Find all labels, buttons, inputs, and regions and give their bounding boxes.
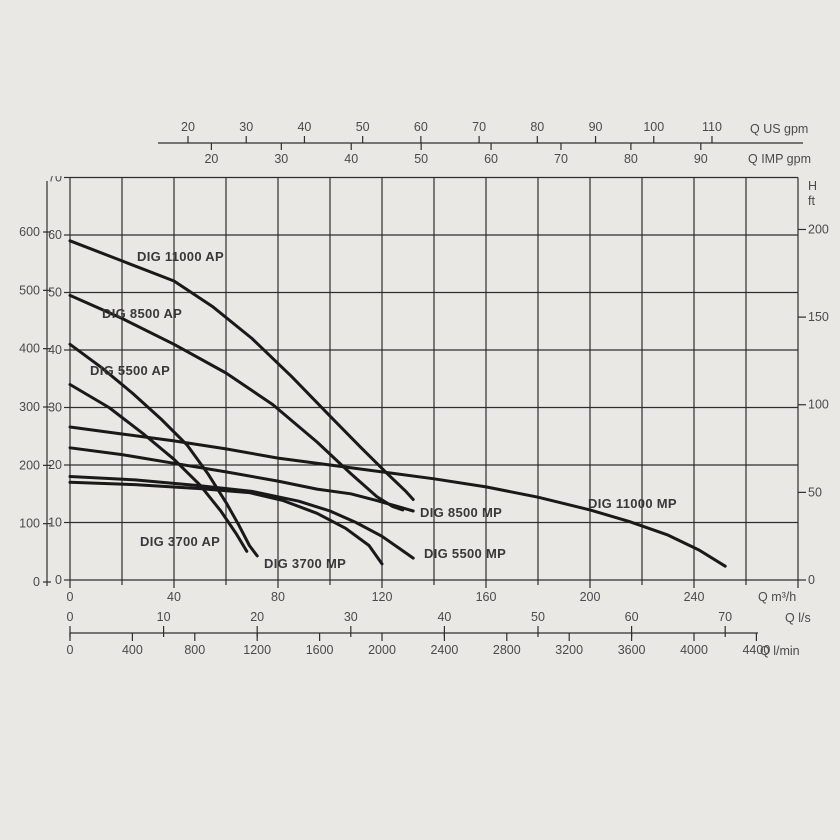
curve-label-dig-11000-ap: DIG 11000 AP xyxy=(137,249,224,264)
left-outer-tick-label: 200 xyxy=(19,458,40,472)
lmin-tick-label: 3200 xyxy=(555,643,583,657)
ft-tick-label: 100 xyxy=(808,398,829,412)
m3h-tick-label: 240 xyxy=(684,590,705,604)
left-outer-tick-label: 0 xyxy=(33,575,40,589)
us-gpm-tick-label: 100 xyxy=(643,120,664,134)
curve-dig-11000-mp xyxy=(68,425,727,568)
m3h-tick-label: 80 xyxy=(271,590,285,604)
unit-ls: Q l/s xyxy=(785,611,811,625)
m3h-tick-label: 120 xyxy=(372,590,393,604)
imp-gpm-tick-label: 30 xyxy=(274,152,288,166)
left-outer-tick-label: 100 xyxy=(19,517,40,531)
curve-label-dig-3700-mp: DIG 3700 MP xyxy=(264,556,346,571)
unit-m3h: Q m³/h xyxy=(758,590,796,604)
ls-tick-label: 20 xyxy=(250,610,264,624)
pump-curves xyxy=(68,239,727,568)
ft-tick-label: 200 xyxy=(808,222,829,236)
lmin-tick-label: 1200 xyxy=(243,643,271,657)
label-crop-artifact xyxy=(48,167,68,176)
right-axis-ft: 200 150 100 50 0 xyxy=(798,222,829,587)
top-axis-gpm: 20 30 40 50 60 70 80 90 100 110 20 30 40 50 60 70 80 90 xyxy=(158,120,803,166)
us-gpm-tick-label: 40 xyxy=(297,120,311,134)
ls-tick-label: 0 xyxy=(67,610,74,624)
left-inner-tick-label: 50 xyxy=(48,286,62,300)
lmin-tick-label: 2800 xyxy=(493,643,521,657)
curve-dig-5500-ap xyxy=(68,342,259,558)
left-axis-outer: 600 500 400 300 200 100 0 xyxy=(19,181,51,589)
unit-imp-gpm: Q IMP gpm xyxy=(748,152,811,166)
imp-gpm-tick-label: 20 xyxy=(204,152,218,166)
curve-dig-3700-ap xyxy=(68,383,249,553)
left-outer-tick-label: 600 xyxy=(19,225,40,239)
us-gpm-tick-label: 50 xyxy=(356,120,370,134)
ls-tick-label: 60 xyxy=(625,610,639,624)
curve-label-dig-8500-mp: DIG 8500 MP xyxy=(420,505,502,520)
ft-tick-label: 50 xyxy=(808,485,822,499)
lmin-tick-label: 2000 xyxy=(368,643,396,657)
curve-dig-3700-mp xyxy=(68,480,384,566)
lmin-tick-label: 1600 xyxy=(306,643,334,657)
lmin-tick-label: 800 xyxy=(184,643,205,657)
lmin-tick-label: 4000 xyxy=(680,643,708,657)
m3h-tick-label: 200 xyxy=(580,590,601,604)
bottom-axis-ls-lmin: 0 10 20 30 40 50 60 70 0 400 800 1200 1600 2000 2400 28… xyxy=(67,610,771,657)
imp-gpm-tick-label: 50 xyxy=(414,152,428,166)
ls-tick-label: 40 xyxy=(437,610,451,624)
imp-gpm-tick-label: 90 xyxy=(694,152,708,166)
curve-dig-5500-mp xyxy=(68,475,415,560)
left-outer-tick-label: 300 xyxy=(19,400,40,414)
us-gpm-tick-label: 60 xyxy=(414,120,428,134)
ls-tick-label: 70 xyxy=(718,610,732,624)
curve-label-dig-11000-mp: DIG 11000 MP xyxy=(588,496,677,511)
lmin-tick-label: 4400 xyxy=(742,643,770,657)
ft-tick-label: 150 xyxy=(808,310,829,324)
left-inner-tick-label: 20 xyxy=(48,458,62,472)
curve-label-dig-3700-ap: DIG 3700 AP xyxy=(140,534,220,549)
unit-us-gpm: Q US gpm xyxy=(750,122,808,136)
imp-gpm-tick-label: 60 xyxy=(484,152,498,166)
left-outer-tick-label: 500 xyxy=(19,283,40,297)
left-inner-tick-label: 40 xyxy=(48,343,62,357)
us-gpm-tick-label: 90 xyxy=(589,120,603,134)
ls-tick-label: 10 xyxy=(157,610,171,624)
us-gpm-tick-label: 80 xyxy=(530,120,544,134)
us-gpm-tick-label: 30 xyxy=(239,120,253,134)
curve-label-dig-5500-mp: DIG 5500 MP xyxy=(424,546,506,561)
imp-gpm-tick-label: 80 xyxy=(624,152,638,166)
lmin-tick-label: 400 xyxy=(122,643,143,657)
bottom-axis-m3h: 0 40 80 120 160 200 240 xyxy=(67,580,799,604)
ls-tick-label: 30 xyxy=(344,610,358,624)
left-outer-tick-label: 400 xyxy=(19,342,40,356)
right-axis-name: H xyxy=(808,179,817,193)
left-inner-tick-label: 60 xyxy=(48,228,62,242)
m3h-tick-label: 0 xyxy=(67,590,74,604)
ft-tick-label: 0 xyxy=(808,573,815,587)
ls-tick-label: 50 xyxy=(531,610,545,624)
axis-unit-labels: Q US gpm Q IMP gpm H ft Q m³/h Q l/s Q l… xyxy=(748,122,817,658)
us-gpm-tick-label: 70 xyxy=(472,120,486,134)
left-inner-tick-label: 30 xyxy=(48,401,62,415)
m3h-tick-label: 160 xyxy=(476,590,497,604)
imp-gpm-tick-label: 40 xyxy=(344,152,358,166)
lmin-tick-label: 2400 xyxy=(430,643,458,657)
grid xyxy=(69,176,799,581)
curve-label-dig-8500-ap: DIG 8500 AP xyxy=(102,306,182,321)
us-gpm-tick-label: 20 xyxy=(181,120,195,134)
curve-labels: DIG 11000 AP DIG 8500 AP DIG 5500 AP DIG… xyxy=(90,249,677,571)
unit-lmin: Q l/min xyxy=(760,644,800,658)
curve-dig-11000-ap xyxy=(68,239,415,501)
curve-dig-8500-mp xyxy=(68,446,415,513)
left-inner-tick-label: 10 xyxy=(48,516,62,530)
lmin-tick-label: 3600 xyxy=(618,643,646,657)
imp-gpm-tick-label: 70 xyxy=(554,152,568,166)
lmin-tick-label: 0 xyxy=(67,643,74,657)
us-gpm-tick-label: 110 xyxy=(702,120,722,134)
m3h-tick-label: 40 xyxy=(167,590,181,604)
left-inner-tick-label: 0 xyxy=(55,573,62,587)
unit-ft: ft xyxy=(808,194,815,208)
curve-label-dig-5500-ap: DIG 5500 AP xyxy=(90,363,170,378)
